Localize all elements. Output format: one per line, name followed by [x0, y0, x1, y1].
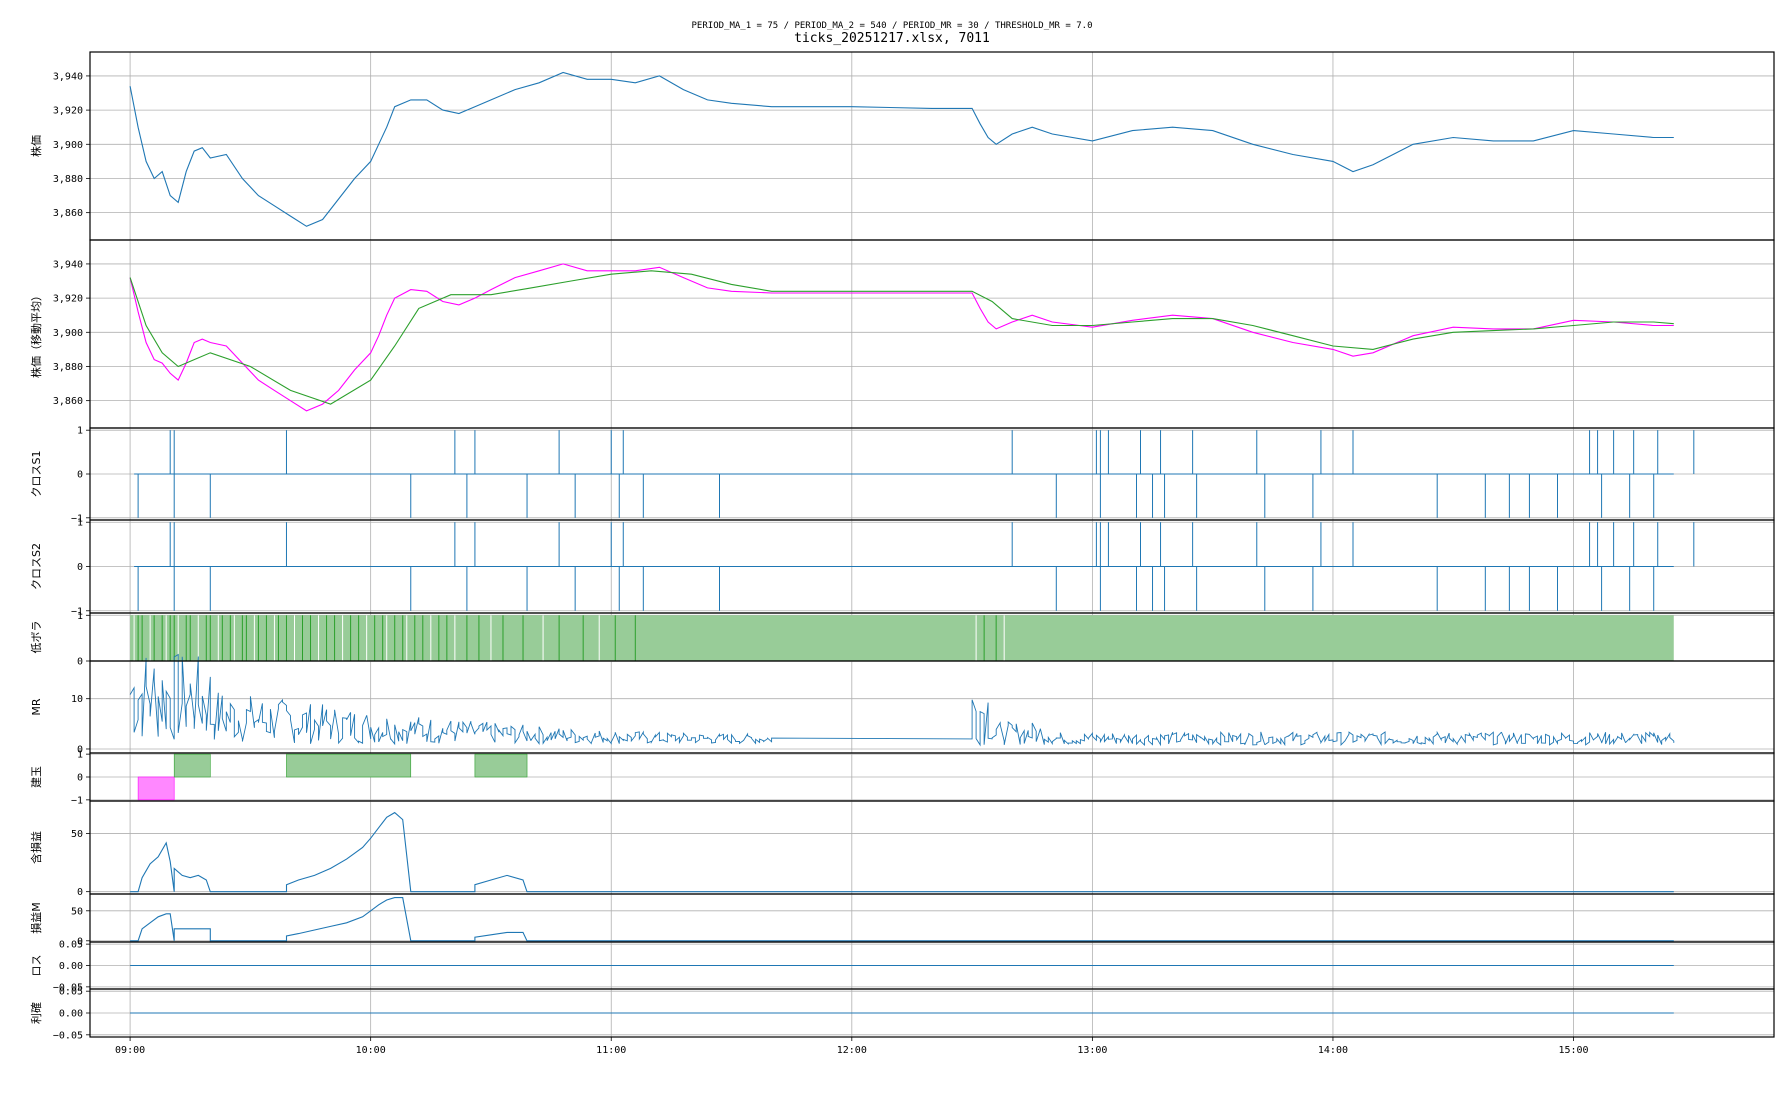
panel-frame [89, 800, 1775, 895]
y-tick-label: 0 [77, 936, 83, 947]
panel-cross1: −1 0 1 クロスS1 [30, 426, 1775, 524]
y-tick-label: 3,940 [53, 259, 83, 270]
y-axis-label: 含損益 [29, 831, 43, 864]
panel-mr: 0 10 MR [30, 653, 1775, 755]
x-tick-label: 13:00 [1077, 1045, 1107, 1056]
y-tick-label: 3,860 [53, 396, 83, 407]
y-tick-label: 50 [71, 906, 83, 917]
position-block [173, 753, 211, 778]
y-tick-label: 0.05 [59, 940, 83, 951]
y-tick-label: 3,880 [53, 174, 83, 185]
ma-series-line-0 [129, 263, 1674, 412]
y-tick-label: 3,920 [53, 106, 83, 117]
x-tick-label: 12:00 [837, 1045, 867, 1056]
x-tick-label: 11:00 [596, 1045, 626, 1056]
panel-frame [89, 239, 1775, 429]
panel-loss: −0.05 0.00 0.05 ロス [30, 940, 1775, 993]
y-tick-label: 0.05 [59, 987, 83, 998]
y-tick-label: −0.05 [53, 982, 83, 993]
panel-cross2: −1 0 1 クロスS2 [30, 518, 1775, 617]
y-tick-label: 1 [77, 611, 83, 622]
y-tick-label: −1 [71, 795, 83, 806]
ma-series-line-1 [129, 270, 1674, 405]
panel-pnl: 0 50 含損益 [29, 800, 1775, 898]
panel-profit: −0.05 0.00 0.05 利確 [29, 987, 1775, 1041]
panel-frame [89, 988, 1775, 1038]
x-tick-label: 09:00 [115, 1045, 145, 1056]
y-axis-label: 株価 [29, 135, 43, 157]
y-axis-label: クロスS1 [30, 451, 43, 498]
panel-position: −1 0 1 建玉 [29, 750, 1775, 806]
pnl_max-series-line-0 [130, 897, 1674, 942]
y-tick-label: 0 [77, 562, 83, 573]
y-axis-label: クロスS2 [30, 543, 43, 590]
price-series-line-0 [129, 71, 1674, 227]
y-tick-label: 0 [77, 470, 83, 481]
position-block [286, 753, 412, 778]
position-block [474, 753, 528, 778]
lowvol-band [130, 615, 1674, 661]
y-tick-label: −1 [71, 606, 83, 617]
y-tick-label: 0 [77, 657, 83, 668]
y-tick-label: 0.00 [59, 961, 83, 972]
y-tick-label: 3,860 [53, 208, 83, 219]
x-tick-label: 14:00 [1318, 1045, 1348, 1056]
position-block [137, 776, 175, 801]
y-tick-label: 3,920 [53, 294, 83, 305]
panel-pnl_max: 0 50 損益M [29, 893, 1775, 947]
y-tick-label: 10 [71, 694, 83, 705]
panel-frame [89, 893, 1775, 943]
x-tick-label: 10:00 [356, 1045, 386, 1056]
y-axis-label: ロス [30, 955, 43, 977]
y-axis-label: 低ボラ [30, 621, 43, 654]
y-axis-label: 株価（移動平均） [29, 290, 43, 378]
y-tick-label: 3,880 [53, 362, 83, 373]
x-tick-label: 15:00 [1558, 1045, 1588, 1056]
panel-lowvol: 0 1 低ボラ [30, 611, 1775, 668]
y-tick-label: 0 [77, 887, 83, 898]
y-tick-label: 1 [77, 426, 83, 437]
y-axis-label: MR [30, 698, 43, 715]
y-tick-label: 3,940 [53, 71, 83, 82]
y-tick-label: 1 [77, 750, 83, 761]
figure-suptitle: PERIOD_MA_1 = 75 / PERIOD_MA_2 = 540 / P… [692, 21, 1093, 31]
y-axis-label: 建玉 [29, 766, 43, 788]
y-tick-label: 3,900 [53, 328, 83, 339]
y-tick-label: 50 [71, 829, 83, 840]
mr-series-line [129, 653, 1675, 747]
panel-stack: 3,860 3,880 3,900 3,920 3,940 株価 3,860 3,880 3,9… [29, 51, 1775, 1041]
pnl-series-line-0 [130, 811, 1674, 893]
x-axis: 09:00 10:00 11:00 12:00 13:00 14:00 15:00 [115, 1037, 1589, 1056]
y-tick-label: 0 [77, 773, 83, 784]
y-axis-label: 損益M [29, 902, 43, 934]
y-tick-label: −0.05 [53, 1030, 83, 1041]
y-tick-label: 0 [77, 744, 83, 755]
panel-price: 3,860 3,880 3,900 3,920 3,940 株価 [29, 51, 1775, 241]
panel-ma: 3,860 3,880 3,900 3,920 3,940 株価（移動平均） [29, 239, 1775, 429]
y-tick-label: 0.00 [59, 1009, 83, 1020]
y-tick-label: −1 [71, 513, 83, 524]
y-tick-label: 1 [77, 518, 83, 529]
y-axis-label: 利確 [29, 1002, 43, 1024]
y-tick-label: 3,900 [53, 140, 83, 151]
figure-title: ticks_20251217.xlsx, 7011 [794, 31, 990, 46]
panel-frame [89, 51, 1775, 241]
